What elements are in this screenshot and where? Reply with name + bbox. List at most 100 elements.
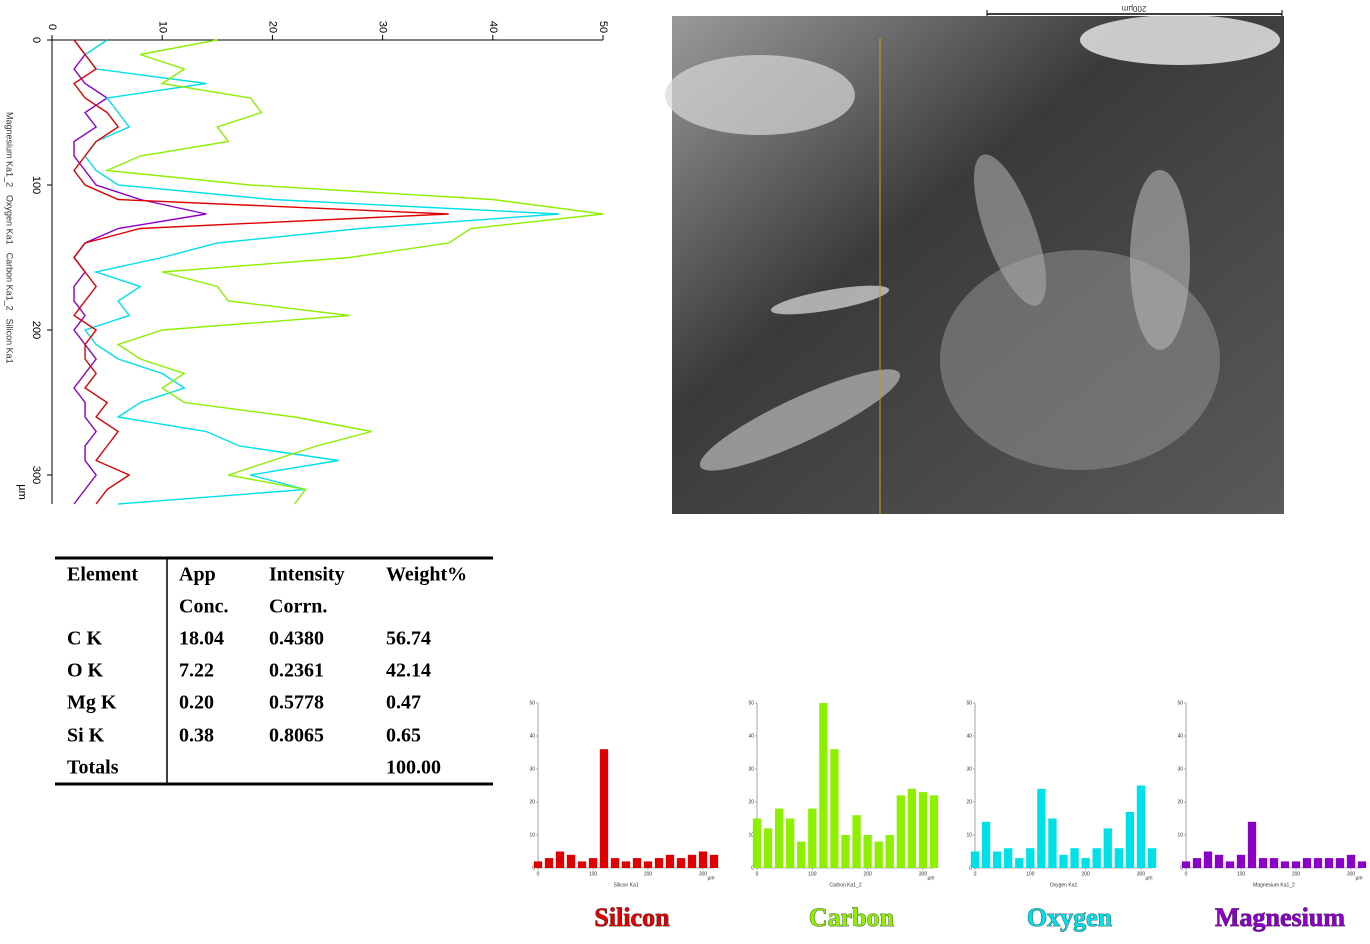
y-tick-label: 10 — [529, 832, 535, 838]
bar — [1103, 828, 1112, 868]
caption: Oxygen — [1027, 903, 1113, 932]
table-header: App — [179, 564, 216, 586]
x-tick-label: 100 — [808, 871, 817, 877]
y-tick-label: 20 — [1177, 799, 1183, 805]
legend-entry: Oxygen Ka1 — [5, 195, 15, 245]
bar — [896, 795, 905, 868]
bar — [1335, 858, 1345, 868]
bar — [819, 703, 828, 868]
bar — [1015, 858, 1024, 868]
bar — [709, 854, 719, 868]
y-tick-label: 20 — [529, 799, 535, 805]
table-cell: 0.5778 — [269, 692, 324, 714]
bar — [907, 788, 917, 868]
table-cell: C K — [67, 628, 102, 650]
legend-entry: Silicon Ka1 — [5, 319, 15, 364]
bar — [555, 851, 565, 868]
y-tick-label: 10 — [966, 832, 972, 838]
caption: Carbon — [809, 903, 895, 932]
y-tick-label: 50 — [1177, 700, 1183, 706]
bar — [698, 851, 708, 868]
y-tick-label: 10 — [748, 832, 754, 838]
table-cell: 42.14 — [386, 660, 431, 682]
bar — [665, 854, 675, 868]
position-tick-label: 200 — [30, 321, 42, 339]
table-cell: 56.74 — [386, 628, 431, 650]
table-cell: 0.8065 — [269, 725, 324, 747]
y-tick-label: 50 — [529, 700, 535, 706]
bar — [1313, 858, 1323, 868]
position-axis-label: µm — [16, 484, 28, 500]
y-tick-label: 0 — [969, 865, 972, 871]
bar — [970, 851, 980, 868]
bar — [1070, 848, 1079, 868]
bar — [1004, 848, 1013, 868]
x-tick-label: 0 — [537, 871, 540, 877]
value-tick-label: 0 — [46, 24, 58, 30]
series-line — [104, 39, 604, 505]
table-header: Weight% — [386, 564, 467, 586]
bar — [1181, 861, 1191, 868]
chart-title: Silicon Ka1 — [613, 882, 638, 888]
bar — [863, 835, 872, 868]
bar — [1324, 858, 1334, 868]
y-tick-label: 30 — [966, 766, 972, 772]
bar — [752, 818, 762, 868]
bar — [1225, 861, 1235, 868]
bar — [992, 851, 1002, 868]
bar — [874, 841, 883, 868]
y-tick-label: 50 — [748, 700, 754, 706]
y-tick-label: 40 — [748, 733, 754, 739]
bar — [763, 828, 773, 868]
x-tick-label: 300 — [699, 871, 708, 877]
position-tick-label: 0 — [30, 37, 42, 43]
bar — [621, 861, 631, 868]
y-tick-label: 40 — [1177, 733, 1183, 739]
bar — [1258, 858, 1268, 868]
bar — [599, 749, 609, 868]
table-cell: 0.4380 — [269, 628, 324, 650]
bar — [1291, 861, 1301, 868]
bar — [1346, 854, 1356, 868]
bar — [1214, 854, 1224, 868]
y-tick-label: 0 — [1180, 865, 1183, 871]
x-tick-label: 0 — [1185, 871, 1188, 877]
x-tick-label: 0 — [974, 871, 977, 877]
caption: Magnesium — [1215, 903, 1345, 932]
bar — [981, 821, 991, 868]
caption: Silicon — [594, 903, 670, 932]
chart-title: Oxygen Ka1 — [1050, 882, 1078, 888]
x-tick-label: 100 — [589, 871, 598, 877]
bar — [687, 854, 697, 868]
bar — [1125, 811, 1135, 868]
bar — [1302, 858, 1312, 868]
x-tick-label: 0 — [756, 871, 759, 877]
x-axis-label: µm — [1145, 875, 1152, 881]
table-header: Element — [67, 564, 138, 586]
table-cell: 7.22 — [179, 660, 214, 682]
bar — [1269, 858, 1279, 868]
y-tick-label: 0 — [751, 865, 754, 871]
table-cell: 18.04 — [179, 628, 224, 650]
table-cell: 0.65 — [386, 725, 421, 747]
bar — [1048, 818, 1057, 868]
bar — [1247, 821, 1257, 868]
bar — [1037, 788, 1046, 868]
table-cell: 0.2361 — [269, 660, 324, 682]
x-axis-label: µm — [707, 875, 714, 881]
bar — [588, 858, 598, 868]
chart-title: Magnesium Ka1_2 — [1253, 882, 1295, 888]
bar — [1203, 851, 1213, 868]
bar — [1357, 861, 1367, 868]
x-tick-label: 300 — [919, 871, 928, 877]
series-line — [83, 39, 559, 505]
bar — [929, 795, 939, 868]
value-tick-label: 20 — [266, 21, 278, 33]
y-tick-label: 40 — [529, 733, 535, 739]
y-tick-label: 30 — [1177, 766, 1183, 772]
value-tick-label: 50 — [597, 21, 609, 33]
bar — [797, 841, 806, 868]
series-line — [73, 39, 449, 505]
table-header: Intensity — [269, 564, 345, 586]
